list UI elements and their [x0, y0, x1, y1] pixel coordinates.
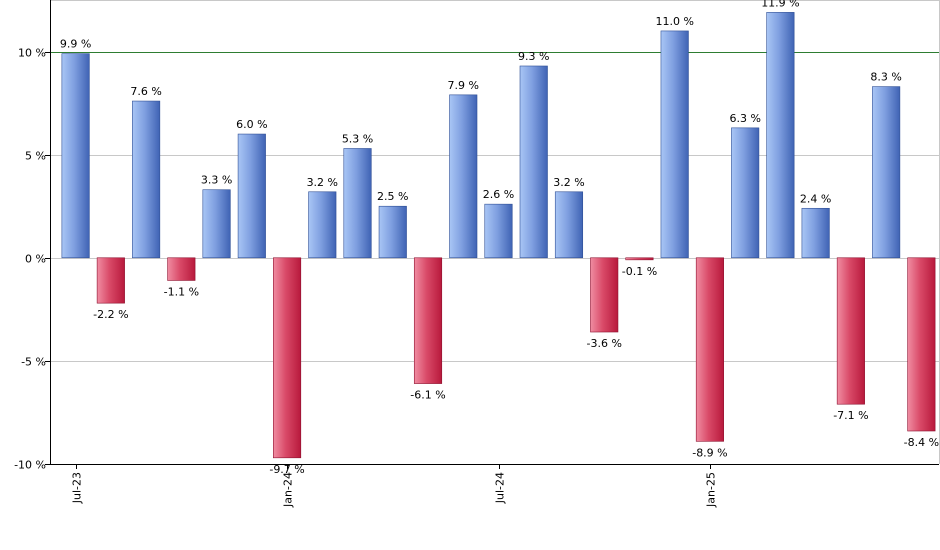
bar-2 [96, 257, 125, 304]
data-label-11: -6.1 % [410, 389, 445, 402]
x-axis-tick-labels: Jul-23 Jan-24 Jul-24 Jan-25 [71, 472, 718, 508]
x-tick-label: Jan-24 [282, 472, 295, 508]
y-axis-tick-labels: 10 % 5 % 0 % -5 % -10 % [14, 47, 46, 472]
bar-24 [872, 86, 901, 259]
bar-6 [237, 133, 266, 259]
bar-18 [660, 30, 689, 259]
data-label-12: 7.9 % [448, 79, 479, 92]
bar-7 [273, 257, 302, 459]
data-label-4: -1.1 % [164, 285, 199, 298]
data-label-7: -9.7 % [269, 463, 304, 476]
bar-13 [484, 203, 513, 259]
data-label-15: 3.2 % [553, 176, 584, 189]
bar-12 [449, 94, 478, 259]
data-label-21: 11.9 % [761, 0, 799, 9]
data-label-14: 9.3 % [518, 50, 549, 63]
y-tick-label: -10 % [14, 459, 46, 472]
y-tick-label: 10 % [18, 47, 46, 60]
bar-25 [907, 257, 936, 432]
data-label-5: 3.3 % [201, 174, 232, 187]
bars [61, 12, 936, 459]
data-label-9: 5.3 % [342, 132, 373, 145]
data-label-18: 11.0 % [655, 15, 693, 28]
x-tick-label: Jul-23 [71, 472, 84, 504]
data-label-20: 6.3 % [729, 112, 760, 125]
data-label-17: -0.1 % [622, 265, 657, 278]
data-label-16: -3.6 % [587, 337, 622, 350]
data-label-25: -8.4 % [904, 436, 939, 449]
data-labels: 9.9 % -2.2 % 7.6 % -1.1 % 3.3 % 6.0 % -9.7 % 3.… [60, 0, 939, 476]
bar-8 [308, 191, 337, 259]
x-tick-label: Jan-25 [705, 472, 718, 508]
x-tick-label: Jul-24 [494, 472, 507, 504]
bar-14 [519, 65, 548, 259]
data-label-6: 6.0 % [236, 118, 267, 131]
bar-21 [766, 12, 795, 259]
bar-17 [625, 257, 654, 261]
data-label-10: 2.5 % [377, 190, 408, 203]
bar-11 [413, 257, 443, 384]
bar-10 [378, 205, 407, 259]
y-tick-label: -5 % [21, 356, 46, 369]
data-label-22: 2.4 % [800, 192, 831, 205]
bar-15 [554, 191, 584, 259]
bar-20 [731, 127, 760, 259]
data-label-3: 7.6 % [130, 85, 161, 98]
bar-5 [202, 189, 231, 259]
bar-22 [801, 207, 830, 259]
data-label-13: 2.6 % [483, 188, 514, 201]
bar-3 [132, 100, 161, 259]
bar-9 [343, 148, 372, 259]
bar-23 [836, 257, 865, 405]
bar-1 [61, 53, 90, 259]
y-tick-label: 5 % [25, 150, 46, 163]
bar-16 [590, 257, 619, 333]
bar-4 [167, 257, 196, 281]
data-label-24: 8.3 % [870, 71, 901, 84]
data-label-19: -8.9 % [692, 446, 727, 459]
data-label-8: 3.2 % [307, 176, 338, 189]
axes [45, 0, 939, 469]
bar-19 [695, 257, 724, 442]
y-tick-label: 0 % [25, 253, 46, 266]
data-label-1: 9.9 % [60, 38, 91, 51]
data-label-23: -7.1 % [833, 409, 868, 422]
data-label-2: -2.2 % [93, 308, 128, 321]
